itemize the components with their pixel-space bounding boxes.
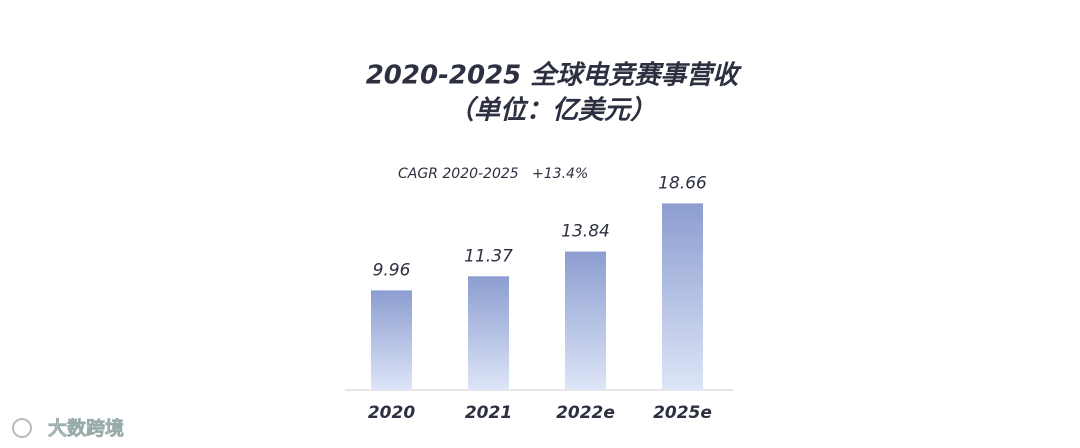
chart-title: 2020-2025 全球电竞赛事营收 xyxy=(366,61,743,91)
x-tick-label: 2022e xyxy=(556,403,615,423)
value-label: 18.66 xyxy=(658,173,707,193)
x-tick-label: 2021 xyxy=(465,403,512,423)
x-tick-label: 2025e xyxy=(653,403,712,423)
chart-subtitle: （单位：亿美元） xyxy=(448,96,656,126)
value-label: 13.84 xyxy=(561,222,610,242)
annotation: CAGR 2020-2025 +13.4% xyxy=(398,166,588,182)
value-label: 9.96 xyxy=(373,260,411,280)
bar xyxy=(565,251,606,390)
watermark-icon xyxy=(12,418,32,438)
bar xyxy=(468,276,509,390)
value-label: 11.37 xyxy=(464,246,513,266)
bar xyxy=(371,290,412,390)
bar xyxy=(662,203,703,390)
watermark: 大数跨境 xyxy=(48,417,124,440)
watermark-group: 大数跨境 xyxy=(12,416,124,440)
x-tick-label: 2020 xyxy=(368,403,415,423)
